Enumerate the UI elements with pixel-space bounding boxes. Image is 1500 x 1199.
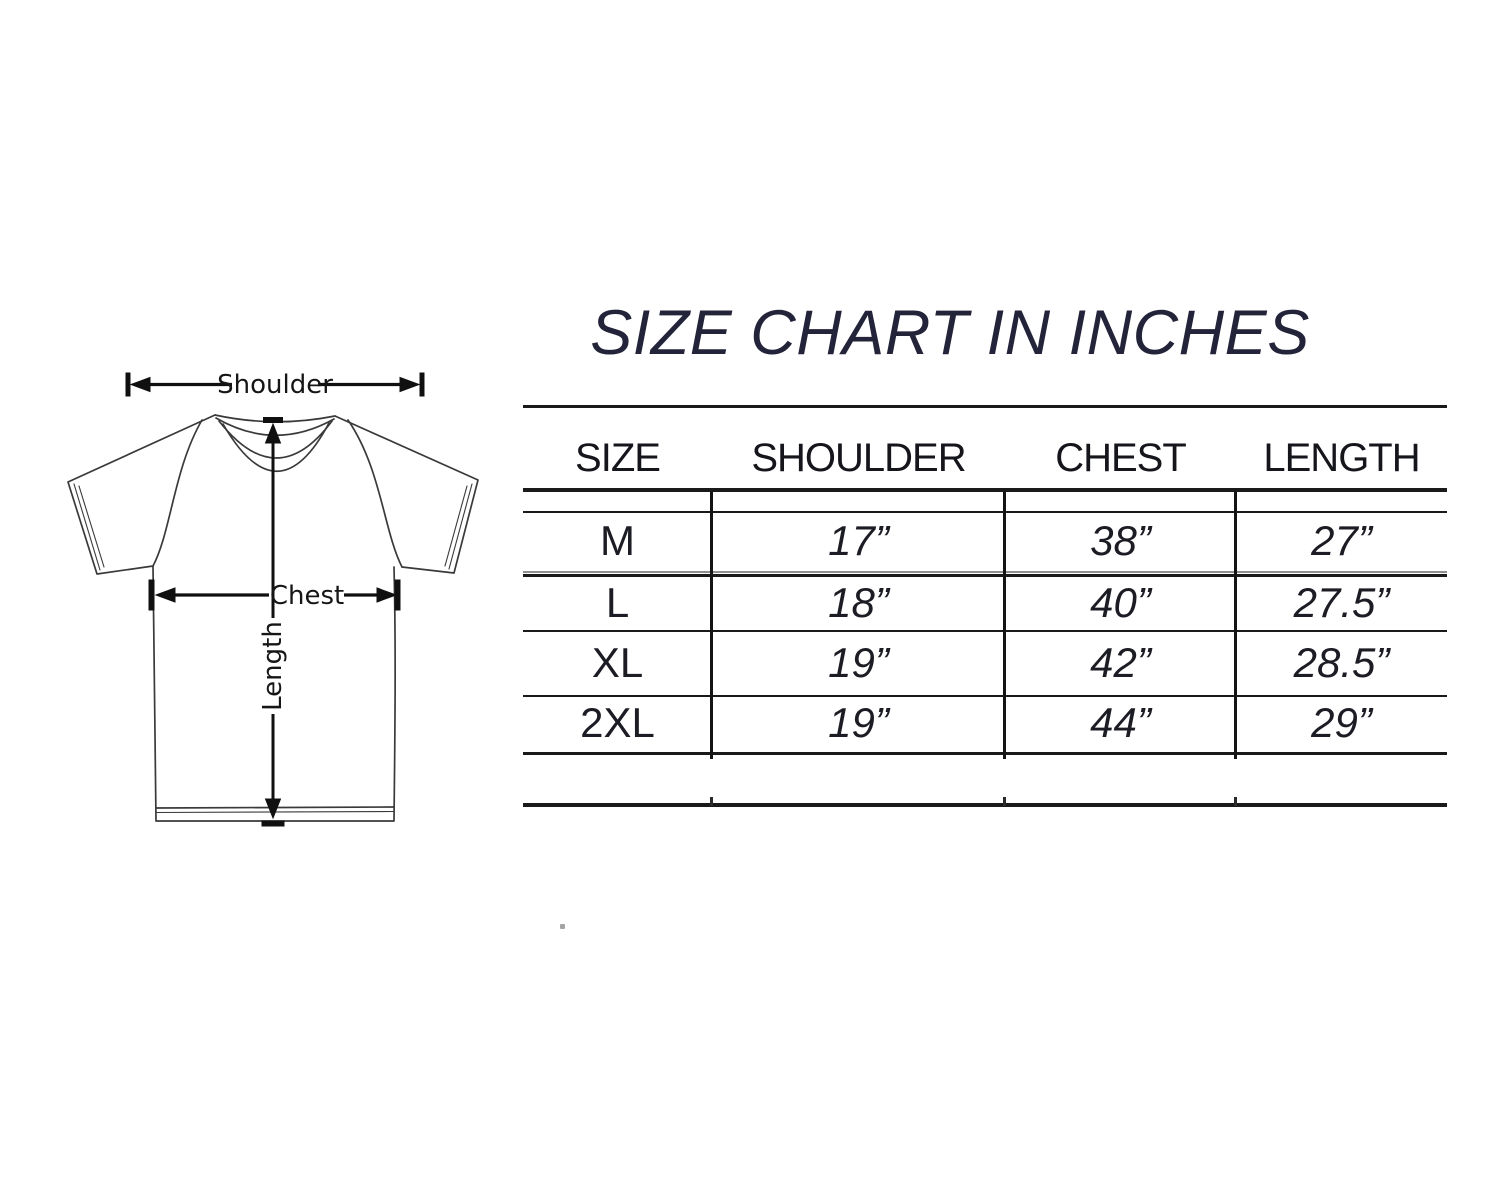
length-label: Length <box>258 621 288 711</box>
table-column-tick <box>710 797 713 806</box>
cell-length: 28.5” <box>1293 639 1390 686</box>
left-cuff-stitch <box>73 483 101 571</box>
cell-size: 2XL <box>580 699 655 746</box>
shoulder-arrow-left-end <box>125 372 131 397</box>
right-cuff-stitch <box>448 483 473 570</box>
chest-arrow: Chest <box>148 579 401 611</box>
header-length: LENGTH <box>1263 435 1420 480</box>
table-header-rule <box>523 488 1447 492</box>
table-row: 2XL 19” 44” 29” <box>523 697 1447 749</box>
header-shoulder: SHOULDER <box>751 435 966 480</box>
cell-size: XL <box>591 639 644 686</box>
length-label-backdrop <box>256 618 290 714</box>
cell-chest: 38” <box>1090 517 1151 564</box>
cell-chest: 44” <box>1090 699 1151 746</box>
table-row: M 17” 38” 27” <box>523 513 1447 569</box>
left-sleeve <box>67 414 216 575</box>
cell-shoulder: 17” <box>828 517 889 564</box>
table-row: XL 19” 42” 28.5” <box>523 634 1447 692</box>
table-header-row: SIZE SHOULDER CHEST LENGTH <box>523 431 1447 485</box>
left-cuff-stitch <box>78 485 105 568</box>
collar-line <box>218 420 333 459</box>
length-end-tick <box>261 820 285 827</box>
shoulder-arrowhead-right-icon <box>399 376 421 393</box>
right-armhole-seam <box>347 419 403 568</box>
chest-arrow-left-end <box>148 579 155 611</box>
tshirt-measurement-diagram: Shoulder Length Chest <box>67 370 479 827</box>
header-chest: CHEST <box>1055 435 1187 480</box>
right-sleeve <box>334 415 479 574</box>
chest-arrowhead-right-icon <box>376 587 398 603</box>
cell-size: L <box>605 579 630 626</box>
cell-shoulder: 18” <box>828 579 889 626</box>
table-row-rule-double <box>523 571 1447 573</box>
table-bottom-rule <box>523 803 1447 807</box>
table-column-tick <box>1234 797 1237 806</box>
table-row: L 18” 40” 27.5” <box>523 577 1447 629</box>
shoulder-label: Shoulder <box>217 370 333 400</box>
left-armhole-seam <box>152 419 203 567</box>
cell-chest: 42” <box>1090 639 1151 686</box>
right-cuff-stitch <box>444 485 468 567</box>
cell-size: M <box>600 517 635 564</box>
cell-length: 27.5” <box>1293 579 1390 626</box>
scan-speck-artifact <box>560 924 565 929</box>
table-row-rule <box>523 752 1447 755</box>
collar-tick <box>263 417 283 423</box>
length-arrow: Length <box>256 422 290 827</box>
table-column-divider <box>1234 492 1237 759</box>
shoulder-arrow: Shoulder <box>125 370 425 400</box>
cell-shoulder: 19” <box>828 639 889 686</box>
header-size: SIZE <box>575 435 661 480</box>
cell-length: 27” <box>1311 517 1372 564</box>
table-column-divider <box>1003 492 1006 759</box>
shoulder-arrow-right-end <box>419 372 425 397</box>
cell-chest: 40” <box>1090 579 1151 626</box>
shoulder-arrowhead-left-icon <box>129 376 151 393</box>
table-row-rule <box>523 630 1447 632</box>
table-row-rule-double <box>523 574 1447 577</box>
table-column-tick <box>1003 797 1006 806</box>
cell-length: 29” <box>1311 699 1372 746</box>
page-title: SIZE CHART IN INCHES <box>590 298 1310 368</box>
table-row-rule <box>523 511 1447 513</box>
table-row-rule <box>523 695 1447 697</box>
length-arrowhead-up-icon <box>264 422 282 444</box>
table-column-divider <box>710 492 713 759</box>
chest-arrowhead-left-icon <box>154 587 176 603</box>
size-table: SIZE SHOULDER CHEST LENGTH M 17” 38” 27”… <box>523 405 1447 809</box>
chest-arrow-right-end <box>394 579 401 611</box>
cell-shoulder: 19” <box>828 699 889 746</box>
length-arrowhead-down-icon <box>264 798 282 820</box>
collar-line <box>222 422 330 473</box>
chest-label: Chest <box>270 581 344 611</box>
table-top-rule <box>523 405 1447 408</box>
